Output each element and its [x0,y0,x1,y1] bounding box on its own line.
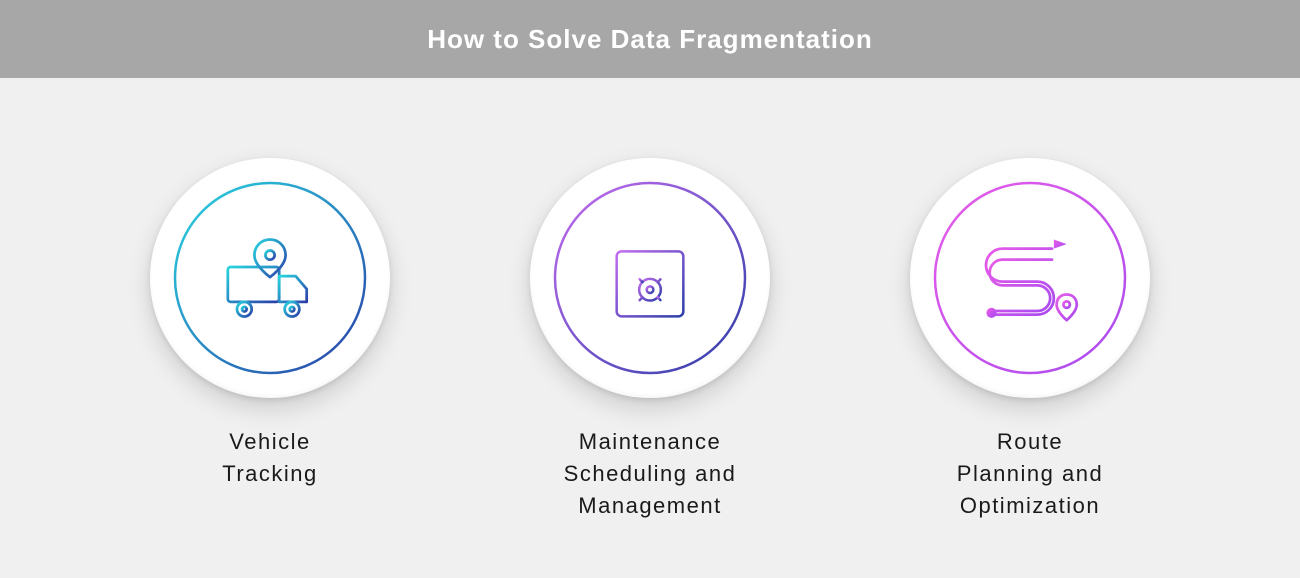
gradient-ring [932,180,1128,376]
card-vehicle-tracking: Vehicle Tracking [140,158,400,490]
cards-row: Vehicle Tracking [0,78,1300,578]
header-bar: How to Solve Data Fragmentation [0,0,1300,78]
gradient-ring [172,180,368,376]
card-route-planning: Route Planning and Optimization [900,158,1160,522]
circle-outer [910,158,1150,398]
circle-outer [530,158,770,398]
gradient-ring [552,180,748,376]
circle-outer [150,158,390,398]
card-label: Maintenance Scheduling and Management [564,426,737,522]
card-label: Vehicle Tracking [222,426,318,490]
page-title: How to Solve Data Fragmentation [427,24,873,55]
card-label: Route Planning and Optimization [957,426,1103,522]
card-maintenance: Maintenance Scheduling and Management [520,158,780,522]
